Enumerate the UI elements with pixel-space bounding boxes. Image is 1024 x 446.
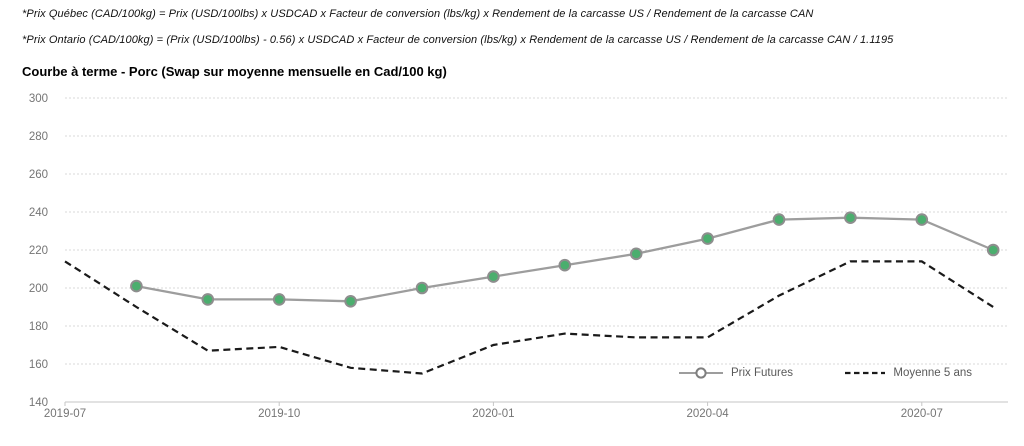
x-tick-label: 2019-07: [44, 408, 86, 420]
y-tick-label: 240: [29, 207, 48, 219]
legend-item-moyenne: Moyenne 5 ans: [844, 367, 972, 379]
legend-label-moyenne: Moyenne 5 ans: [893, 367, 972, 379]
moyenne-5-ans-line: [64, 260, 994, 375]
y-tick-label: 300: [29, 93, 48, 105]
moyenne-dashed-swatch-icon: [845, 371, 886, 375]
x-tick-label: 2019-10: [258, 408, 300, 420]
prix-futures-marker: [415, 281, 429, 295]
y-tick-label: 160: [29, 359, 48, 371]
futures-line-swatch-icon: [679, 367, 723, 379]
y-tick-label: 180: [29, 321, 48, 333]
legend-item-prix-futures: Prix Futures: [678, 367, 793, 379]
formula-quebec: *Prix Québec (CAD/100kg) = Prix (USD/100…: [22, 8, 814, 20]
prix-futures-marker: [344, 295, 357, 308]
y-tick-label: 280: [29, 131, 48, 143]
y-tick-label: 200: [29, 283, 48, 295]
prix-futures-marker: [629, 247, 643, 261]
prix-futures-marker: [272, 293, 286, 306]
y-tick-label: 220: [29, 245, 48, 257]
x-tick-label: 2020-01: [472, 408, 514, 420]
y-tick-label: 140: [29, 397, 48, 409]
prix-futures-marker: [130, 279, 143, 293]
prix-futures-marker: [487, 270, 500, 283]
chart-title: Courbe à terme - Porc (Swap sur moyenne …: [22, 64, 447, 79]
prix-futures-marker: [701, 232, 714, 245]
prix-futures-marker: [915, 213, 929, 226]
prix-futures-marker: [986, 243, 1000, 257]
legend-label-futures: Prix Futures: [731, 367, 793, 379]
prix-futures-marker: [558, 258, 572, 272]
prix-futures-marker: [844, 211, 857, 224]
y-tick-label: 260: [29, 169, 48, 181]
formula-ontario: *Prix Ontario (CAD/100kg) = (Prix (USD/1…: [22, 34, 894, 46]
prix-futures-marker: [772, 213, 786, 226]
x-tick-label: 2020-04: [686, 408, 729, 420]
x-tick-label: 2020-07: [901, 408, 943, 420]
chart-legend: Prix Futures Moyenne 5 ans: [678, 364, 972, 382]
prix-futures-marker: [201, 293, 215, 306]
